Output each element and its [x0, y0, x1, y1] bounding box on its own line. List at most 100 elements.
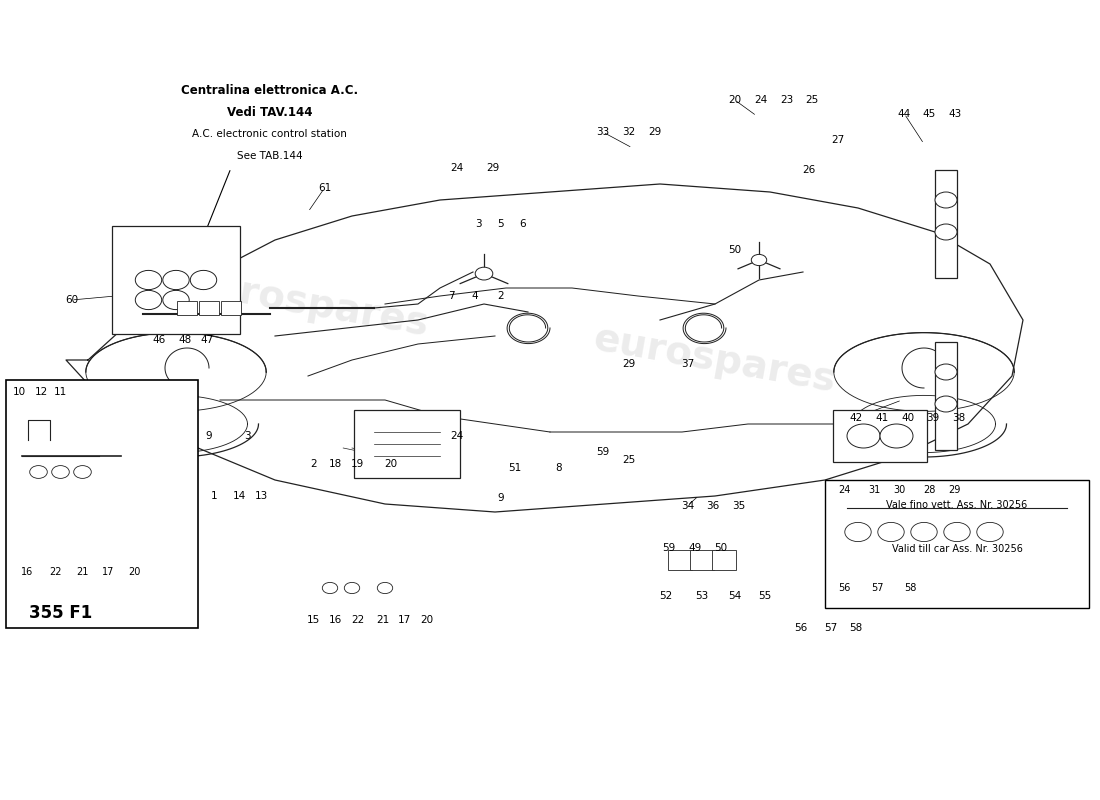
Circle shape: [190, 270, 217, 290]
Text: 36: 36: [706, 501, 719, 510]
Text: 31: 31: [868, 485, 881, 494]
Text: 51: 51: [508, 463, 521, 473]
Text: 53: 53: [695, 591, 708, 601]
Text: 42: 42: [849, 413, 862, 422]
Text: 57: 57: [824, 623, 837, 633]
Text: 29: 29: [486, 163, 499, 173]
Text: 43: 43: [948, 109, 961, 118]
Circle shape: [935, 192, 957, 208]
Text: 29: 29: [648, 127, 661, 137]
Text: 24: 24: [450, 163, 463, 173]
Circle shape: [751, 254, 767, 266]
Text: 50: 50: [728, 245, 741, 254]
Text: 2: 2: [497, 291, 504, 301]
Text: 57: 57: [871, 583, 884, 593]
Text: Centralina elettronica A.C.: Centralina elettronica A.C.: [180, 84, 359, 97]
Circle shape: [163, 270, 189, 290]
Text: 59: 59: [662, 543, 675, 553]
Text: 14: 14: [233, 491, 246, 501]
Text: 60: 60: [65, 295, 78, 305]
FancyBboxPatch shape: [690, 550, 714, 570]
Circle shape: [135, 290, 162, 310]
Text: 52: 52: [659, 591, 672, 601]
Text: 58: 58: [904, 583, 917, 593]
Text: eurospares: eurospares: [591, 320, 839, 400]
Text: 21: 21: [76, 567, 89, 577]
Text: 34: 34: [681, 501, 694, 510]
Text: 2: 2: [310, 459, 317, 469]
Text: 49: 49: [689, 543, 702, 553]
FancyBboxPatch shape: [935, 170, 957, 278]
Circle shape: [935, 396, 957, 412]
Circle shape: [878, 522, 904, 542]
Text: 48: 48: [178, 335, 191, 345]
Text: 40: 40: [901, 413, 914, 422]
FancyBboxPatch shape: [668, 550, 692, 570]
Text: 35: 35: [733, 501, 746, 510]
Text: 22: 22: [48, 567, 62, 577]
Text: 25: 25: [623, 455, 636, 465]
Circle shape: [344, 582, 360, 594]
Text: 55: 55: [758, 591, 771, 601]
FancyBboxPatch shape: [935, 342, 957, 450]
Text: 38: 38: [953, 413, 966, 422]
FancyBboxPatch shape: [712, 550, 736, 570]
Text: 30: 30: [893, 485, 906, 494]
Text: 28: 28: [923, 485, 936, 494]
Text: 58: 58: [849, 623, 862, 633]
FancyBboxPatch shape: [6, 380, 198, 628]
Circle shape: [163, 290, 189, 310]
Text: See TAB.144: See TAB.144: [236, 151, 302, 161]
FancyBboxPatch shape: [177, 301, 197, 315]
Text: 11: 11: [54, 387, 67, 397]
Circle shape: [845, 522, 871, 542]
Text: 18: 18: [329, 459, 342, 469]
Text: 24: 24: [450, 431, 463, 441]
FancyBboxPatch shape: [354, 410, 460, 478]
Text: eurospares: eurospares: [184, 264, 432, 344]
Circle shape: [911, 522, 937, 542]
Text: 9: 9: [206, 431, 212, 441]
Text: 39: 39: [926, 413, 939, 422]
FancyBboxPatch shape: [221, 301, 241, 315]
Text: 25: 25: [805, 95, 818, 105]
Text: 17: 17: [101, 567, 114, 577]
Text: 20: 20: [420, 615, 433, 625]
Text: 37: 37: [681, 359, 694, 369]
Text: 20: 20: [384, 459, 397, 469]
Text: 24: 24: [838, 485, 851, 494]
Text: 22: 22: [351, 615, 364, 625]
Circle shape: [977, 522, 1003, 542]
Text: 16: 16: [21, 567, 34, 577]
Text: 23: 23: [780, 95, 793, 105]
Text: 9: 9: [497, 493, 504, 502]
Text: 13: 13: [255, 491, 268, 501]
Text: 46: 46: [153, 335, 166, 345]
Text: 10: 10: [13, 387, 26, 397]
Circle shape: [377, 582, 393, 594]
Text: 15: 15: [307, 615, 320, 625]
Text: A.C. electronic control station: A.C. electronic control station: [192, 129, 346, 139]
Text: 27: 27: [832, 135, 845, 145]
Text: 61: 61: [318, 183, 331, 193]
FancyBboxPatch shape: [199, 301, 219, 315]
Text: 47: 47: [200, 335, 213, 345]
Text: 355 F1: 355 F1: [29, 604, 92, 622]
Text: 3: 3: [475, 219, 482, 229]
Text: 12: 12: [35, 387, 48, 397]
Text: 26: 26: [802, 165, 815, 174]
Circle shape: [880, 424, 913, 448]
Circle shape: [74, 466, 91, 478]
Text: 21: 21: [376, 615, 389, 625]
Text: Vale fino vett. Ass. Nr. 30256: Vale fino vett. Ass. Nr. 30256: [887, 500, 1027, 510]
FancyBboxPatch shape: [833, 410, 927, 462]
Circle shape: [944, 522, 970, 542]
Text: 54: 54: [728, 591, 741, 601]
Text: 1: 1: [211, 491, 218, 501]
FancyBboxPatch shape: [112, 226, 240, 334]
Text: 16: 16: [329, 615, 342, 625]
Text: 20: 20: [128, 567, 141, 577]
Text: 4: 4: [472, 291, 478, 301]
Text: 24: 24: [755, 95, 768, 105]
Circle shape: [475, 267, 493, 280]
